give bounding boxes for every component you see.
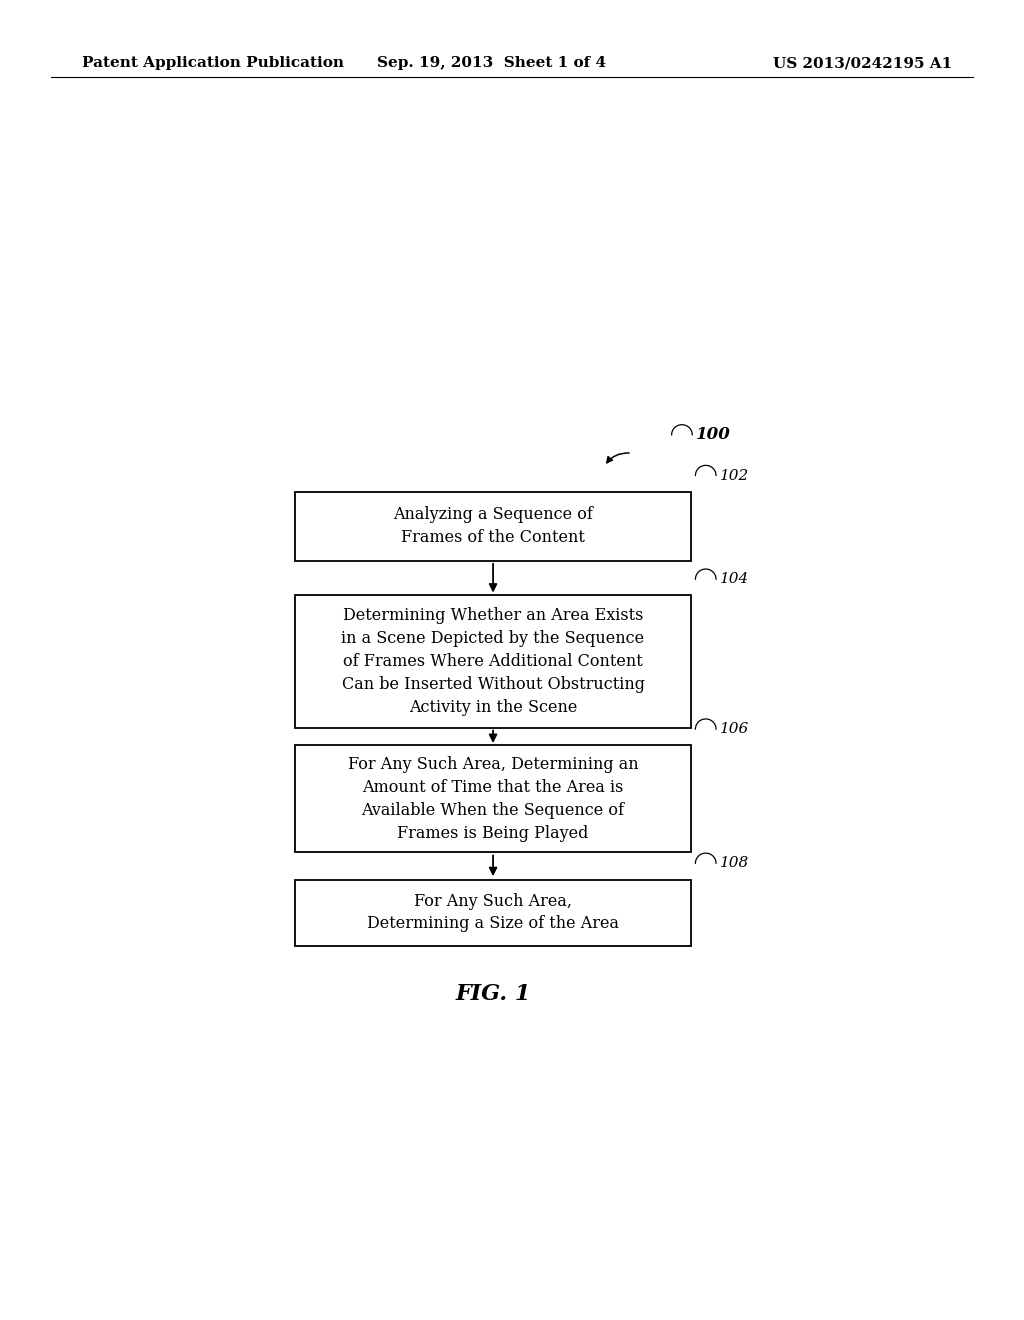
Text: FIG. 1: FIG. 1 — [456, 983, 530, 1005]
Text: Determining Whether an Area Exists
in a Scene Depicted by the Sequence
of Frames: Determining Whether an Area Exists in a … — [341, 607, 645, 715]
Text: 108: 108 — [720, 857, 750, 870]
Text: Sep. 19, 2013  Sheet 1 of 4: Sep. 19, 2013 Sheet 1 of 4 — [377, 57, 606, 70]
Text: Analyzing a Sequence of
Frames of the Content: Analyzing a Sequence of Frames of the Co… — [393, 507, 593, 546]
Bar — [295, 595, 691, 727]
Bar — [295, 492, 691, 561]
Text: US 2013/0242195 A1: US 2013/0242195 A1 — [773, 57, 952, 70]
Text: 100: 100 — [696, 426, 731, 444]
Text: 104: 104 — [720, 572, 750, 586]
Text: Patent Application Publication: Patent Application Publication — [82, 57, 344, 70]
Bar — [295, 879, 691, 945]
Text: For Any Such Area,
Determining a Size of the Area: For Any Such Area, Determining a Size of… — [367, 892, 620, 932]
Text: 106: 106 — [720, 722, 750, 737]
Text: 102: 102 — [720, 469, 750, 483]
Text: For Any Such Area, Determining an
Amount of Time that the Area is
Available When: For Any Such Area, Determining an Amount… — [348, 756, 638, 842]
Bar — [295, 746, 691, 853]
